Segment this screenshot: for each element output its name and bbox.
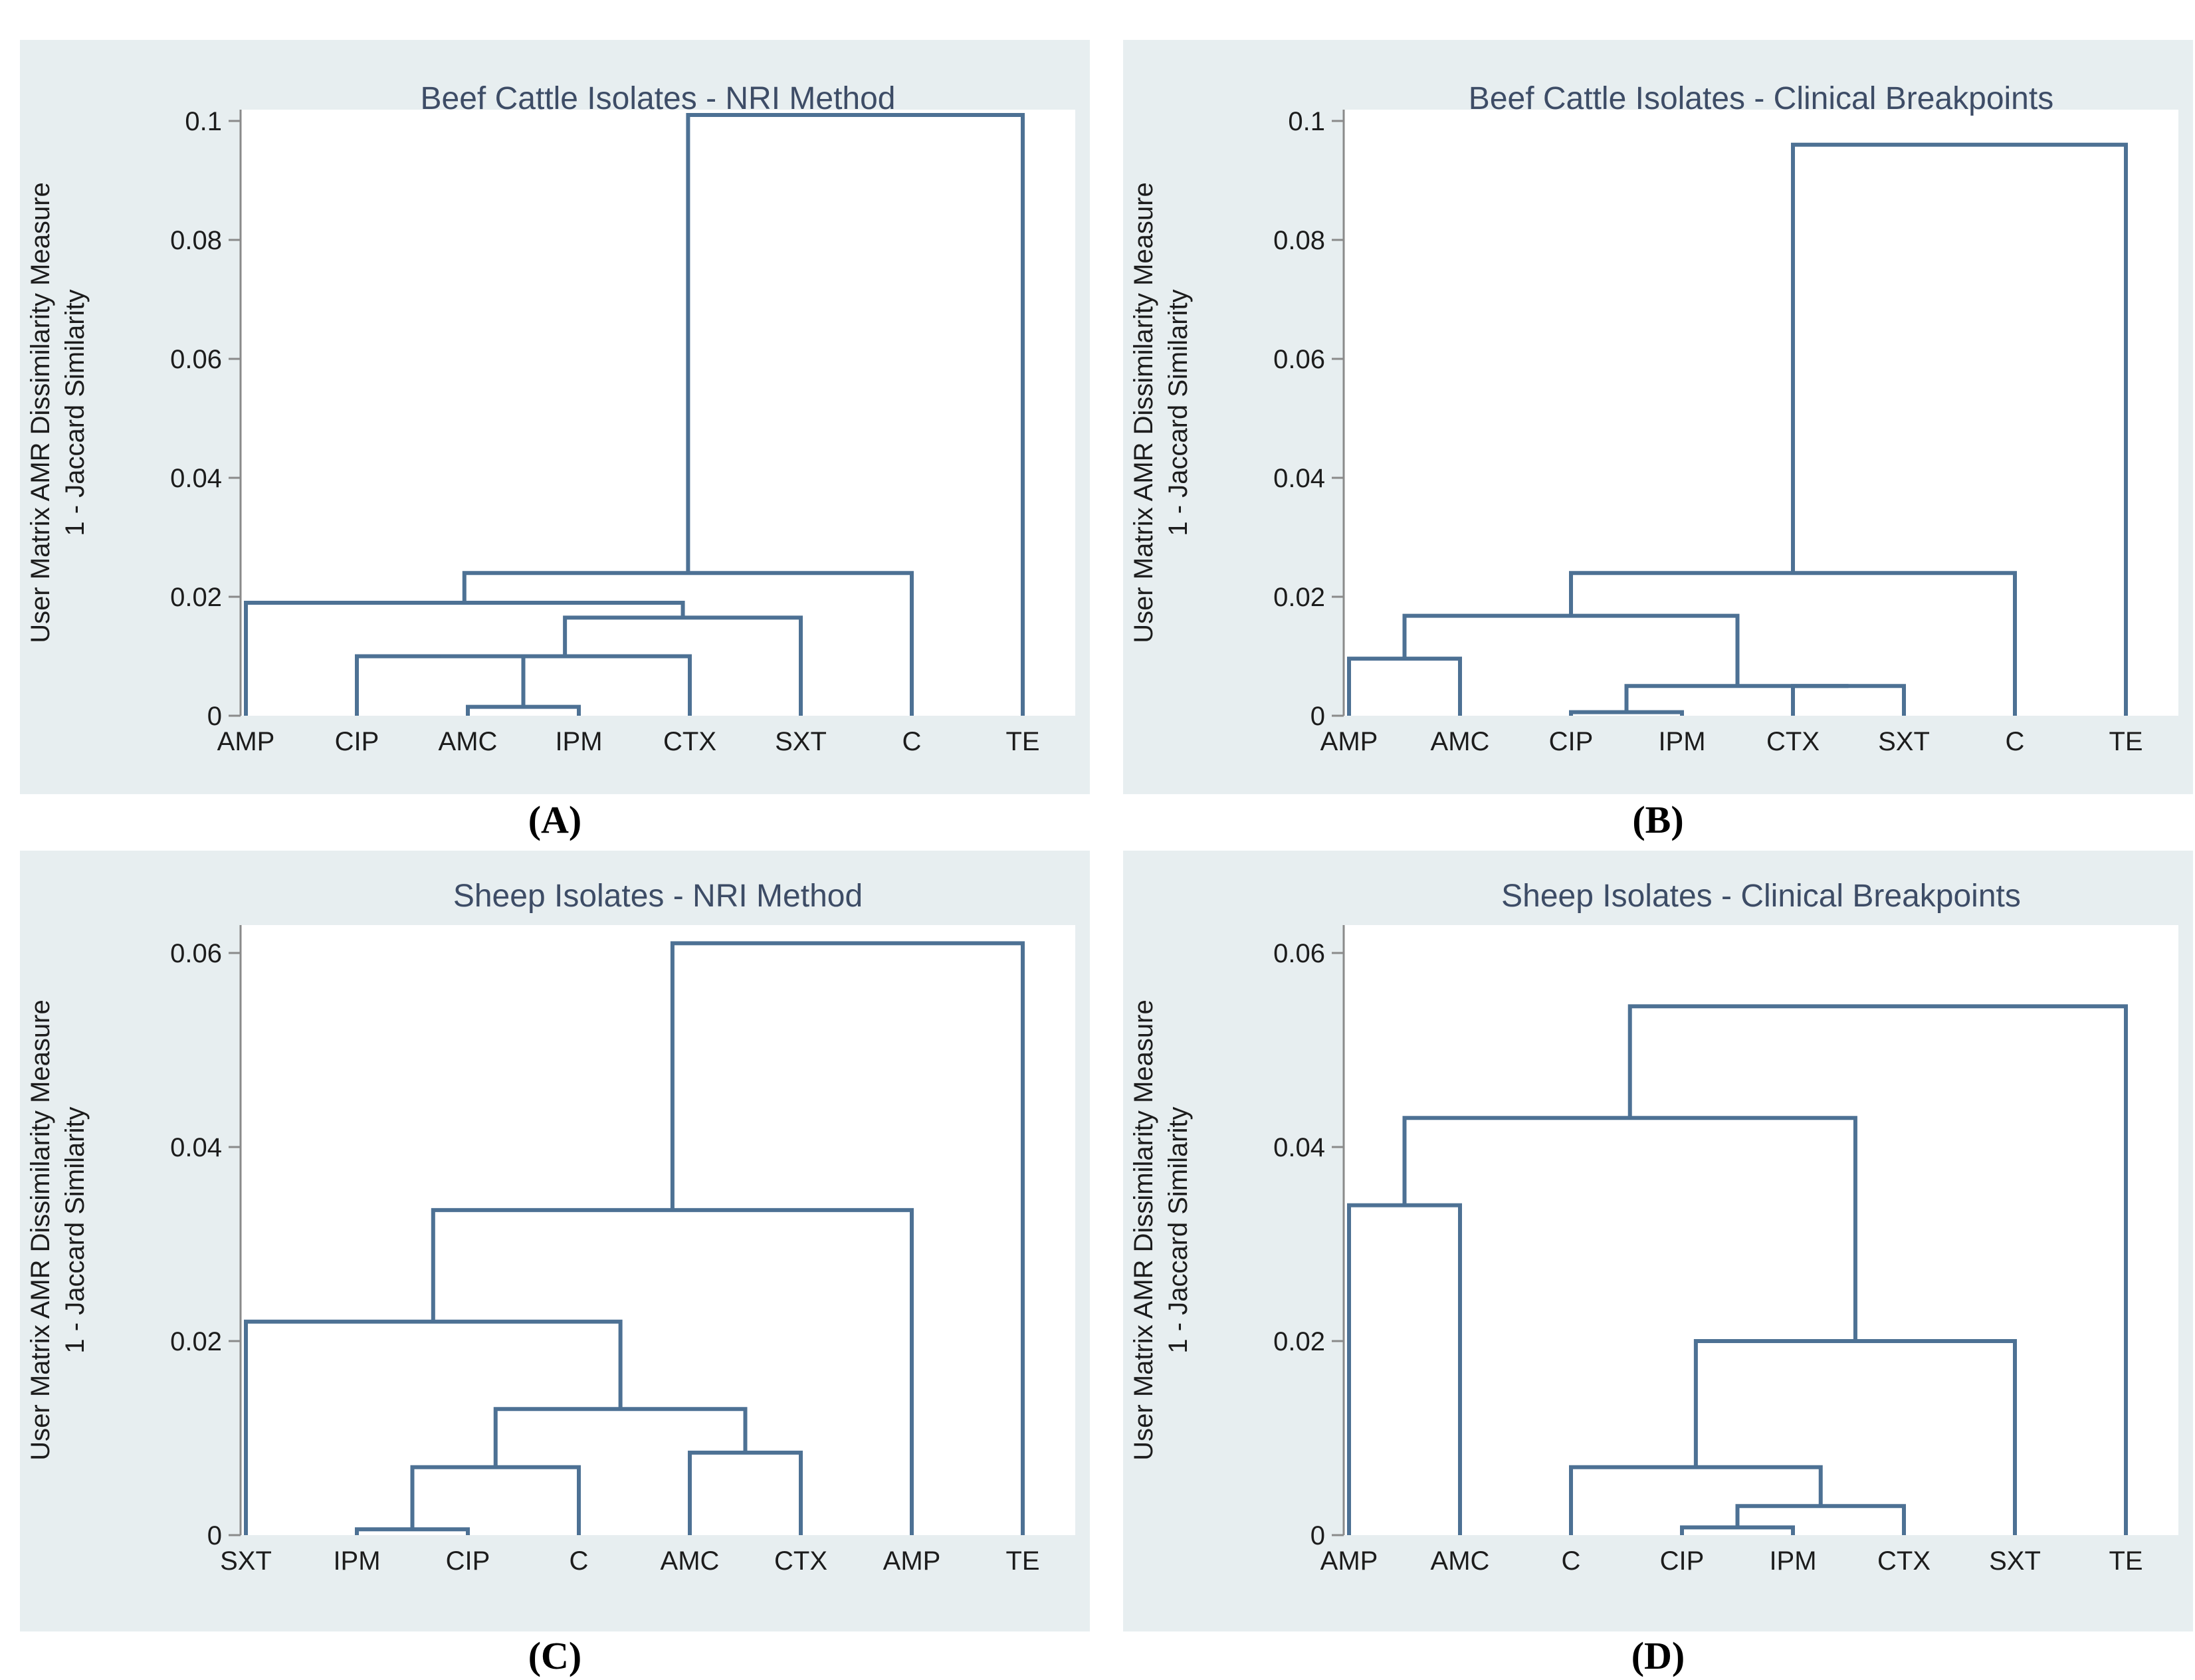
- leaf-label-c: C: [570, 1546, 589, 1576]
- y-tick-label: 0.06: [1273, 345, 1325, 374]
- leaf-label-cip: CIP: [1549, 727, 1594, 756]
- plot-area: [241, 110, 1075, 716]
- y-tick-label: 0.04: [170, 1133, 222, 1162]
- dendrogram-link: [1680, 1525, 1795, 1535]
- plot-area: [1344, 925, 2178, 1535]
- leaf-label-ipm: IPM: [555, 727, 602, 756]
- y-tick-label: 0.02: [170, 583, 222, 612]
- leaf-label-c: C: [2006, 727, 2025, 756]
- y-axis-label-line2: 1 - Jaccard Similarity: [1164, 1106, 1193, 1353]
- leaf-label-sxt: SXT: [1989, 1546, 2041, 1576]
- dendrogram-link: [1569, 1465, 1823, 1535]
- leaf-label-cip: CIP: [335, 727, 379, 756]
- leaf-label-ctx: CTX: [1766, 727, 1820, 756]
- leaf-label-ctx: CTX: [663, 727, 716, 756]
- y-tick-label: 0.04: [1273, 464, 1325, 493]
- leaf-label-cip: CIP: [446, 1546, 490, 1576]
- y-axis-label-line1: User Matrix AMR Dissimilarity Measure: [26, 182, 55, 643]
- leaf-label-ctx: CTX: [774, 1546, 827, 1576]
- leaf-label-te: TE: [1005, 1546, 1039, 1576]
- leaf-label-ipm: IPM: [1769, 1546, 1816, 1576]
- leaf-label-amc: AMC: [439, 727, 498, 756]
- dendrogram-link: [1627, 1004, 2128, 1535]
- chart-title: Sheep Isolates - NRI Method: [453, 879, 863, 914]
- dendrogram-link: [686, 113, 1025, 716]
- dendrogram-panel-a: 0 0.02 0.04 0.06 0.08 0.1 Beef Cattle Isolates…: [20, 40, 1090, 794]
- y-tick-label: 0.1: [1288, 107, 1325, 136]
- y-axis-label-line1: User Matrix AMR Dissimilarity Measure: [26, 999, 55, 1460]
- chart-title: Beef Cattle Isolates - NRI Method: [421, 81, 896, 116]
- leaf-label-amc: AMC: [1431, 1546, 1490, 1576]
- leaf-label-amp: AMP: [217, 727, 275, 756]
- y-tick-label: 0.08: [170, 226, 222, 255]
- chart-title: Beef Cattle Isolates - Clinical Breakpoi…: [1469, 81, 2053, 116]
- leaf-label-amp: AMP: [1320, 1546, 1378, 1576]
- dendrogram-link: [1791, 142, 2128, 716]
- y-tick-label: 0.06: [170, 939, 222, 968]
- leaf-label-amp: AMP: [1320, 727, 1378, 756]
- y-axis-label-line2: 1 - Jaccard Similarity: [60, 1106, 90, 1353]
- y-tick-label: 0: [207, 702, 222, 731]
- leaf-label-te: TE: [2109, 1546, 2143, 1576]
- leaf-label-sxt: SXT: [220, 1546, 272, 1576]
- dendrogram-chart-b: 0 0.02 0.04 0.06 0.08 0.1 Beef Cattle Isolates…: [1123, 40, 2193, 794]
- y-axis-label-line1: User Matrix AMR Dissimilarity Measure: [1129, 999, 1158, 1460]
- leaf-label-amp: AMP: [883, 1546, 941, 1576]
- y-tick-label: 0.02: [1273, 1327, 1325, 1356]
- y-tick-label: 0.04: [170, 464, 222, 493]
- y-tick-label: 0.04: [1273, 1133, 1325, 1162]
- leaf-label-ipm: IPM: [1658, 727, 1705, 756]
- y-tick-label: 0.02: [1273, 583, 1325, 612]
- panel-caption-d: (D): [1631, 1634, 1685, 1677]
- y-tick-label: 0.08: [1273, 226, 1325, 255]
- plot-area: [1344, 110, 2178, 716]
- y-tick-label: 0.02: [170, 1327, 222, 1356]
- leaf-label-ipm: IPM: [333, 1546, 380, 1576]
- leaf-label-ctx: CTX: [1877, 1546, 1931, 1576]
- dendrogram-link: [466, 704, 581, 716]
- y-tick-label: 0: [207, 1521, 222, 1550]
- dendrogram-link: [244, 1319, 623, 1535]
- panel-caption-b: (B): [1632, 798, 1684, 841]
- dendrogram-link: [1624, 684, 1849, 712]
- leaf-label-sxt: SXT: [1878, 727, 1930, 756]
- dendrogram-link: [410, 1465, 581, 1535]
- y-axis-label-line2: 1 - Jaccard Similarity: [60, 289, 90, 536]
- dendrogram-chart-a: 0 0.02 0.04 0.06 0.08 0.1 Beef Cattle Isolates…: [20, 40, 1090, 794]
- leaf-label-c: C: [1562, 1546, 1581, 1576]
- leaf-label-c: C: [902, 727, 922, 756]
- y-tick-label: 0: [1310, 1521, 1325, 1550]
- panel-caption-a: (A): [528, 798, 582, 841]
- dendrogram-link: [440, 654, 692, 716]
- leaf-label-te: TE: [1005, 727, 1039, 756]
- leaf-label-sxt: SXT: [775, 727, 827, 756]
- dendrogram-chart-d: 0 0.02 0.04 0.06 Sheep Isolates - Clinical B…: [1123, 851, 2193, 1631]
- y-tick-label: 0.06: [170, 345, 222, 374]
- y-axis-label-line2: 1 - Jaccard Similarity: [1164, 289, 1193, 536]
- leaf-label-amc: AMC: [1431, 727, 1490, 756]
- dendrogram-link: [670, 941, 1025, 1535]
- plot-area: [241, 925, 1075, 1535]
- dendrogram-panel-d: 0 0.02 0.04 0.06 Sheep Isolates - Clinical B…: [1123, 851, 2193, 1631]
- y-tick-label: 0: [1310, 702, 1325, 731]
- chart-title: Sheep Isolates - Clinical Breakpoints: [1501, 879, 2021, 914]
- leaf-label-cip: CIP: [1660, 1546, 1705, 1576]
- leaf-label-te: TE: [2109, 727, 2143, 756]
- y-tick-label: 0.1: [185, 107, 222, 136]
- dendrogram-panel-c: 0 0.02 0.04 0.06 Sheep Isolates - NRI Method…: [20, 851, 1090, 1631]
- y-axis-label-line1: User Matrix AMR Dissimilarity Measure: [1129, 182, 1158, 643]
- dendrogram-chart-c: 0 0.02 0.04 0.06 Sheep Isolates - NRI Method…: [20, 851, 1090, 1631]
- y-tick-label: 0.06: [1273, 939, 1325, 968]
- panel-caption-c: (C): [528, 1634, 582, 1677]
- dendrogram-panel-b: 0 0.02 0.04 0.06 0.08 0.1 Beef Cattle Isolates…: [1123, 40, 2193, 794]
- leaf-label-amc: AMC: [661, 1546, 720, 1576]
